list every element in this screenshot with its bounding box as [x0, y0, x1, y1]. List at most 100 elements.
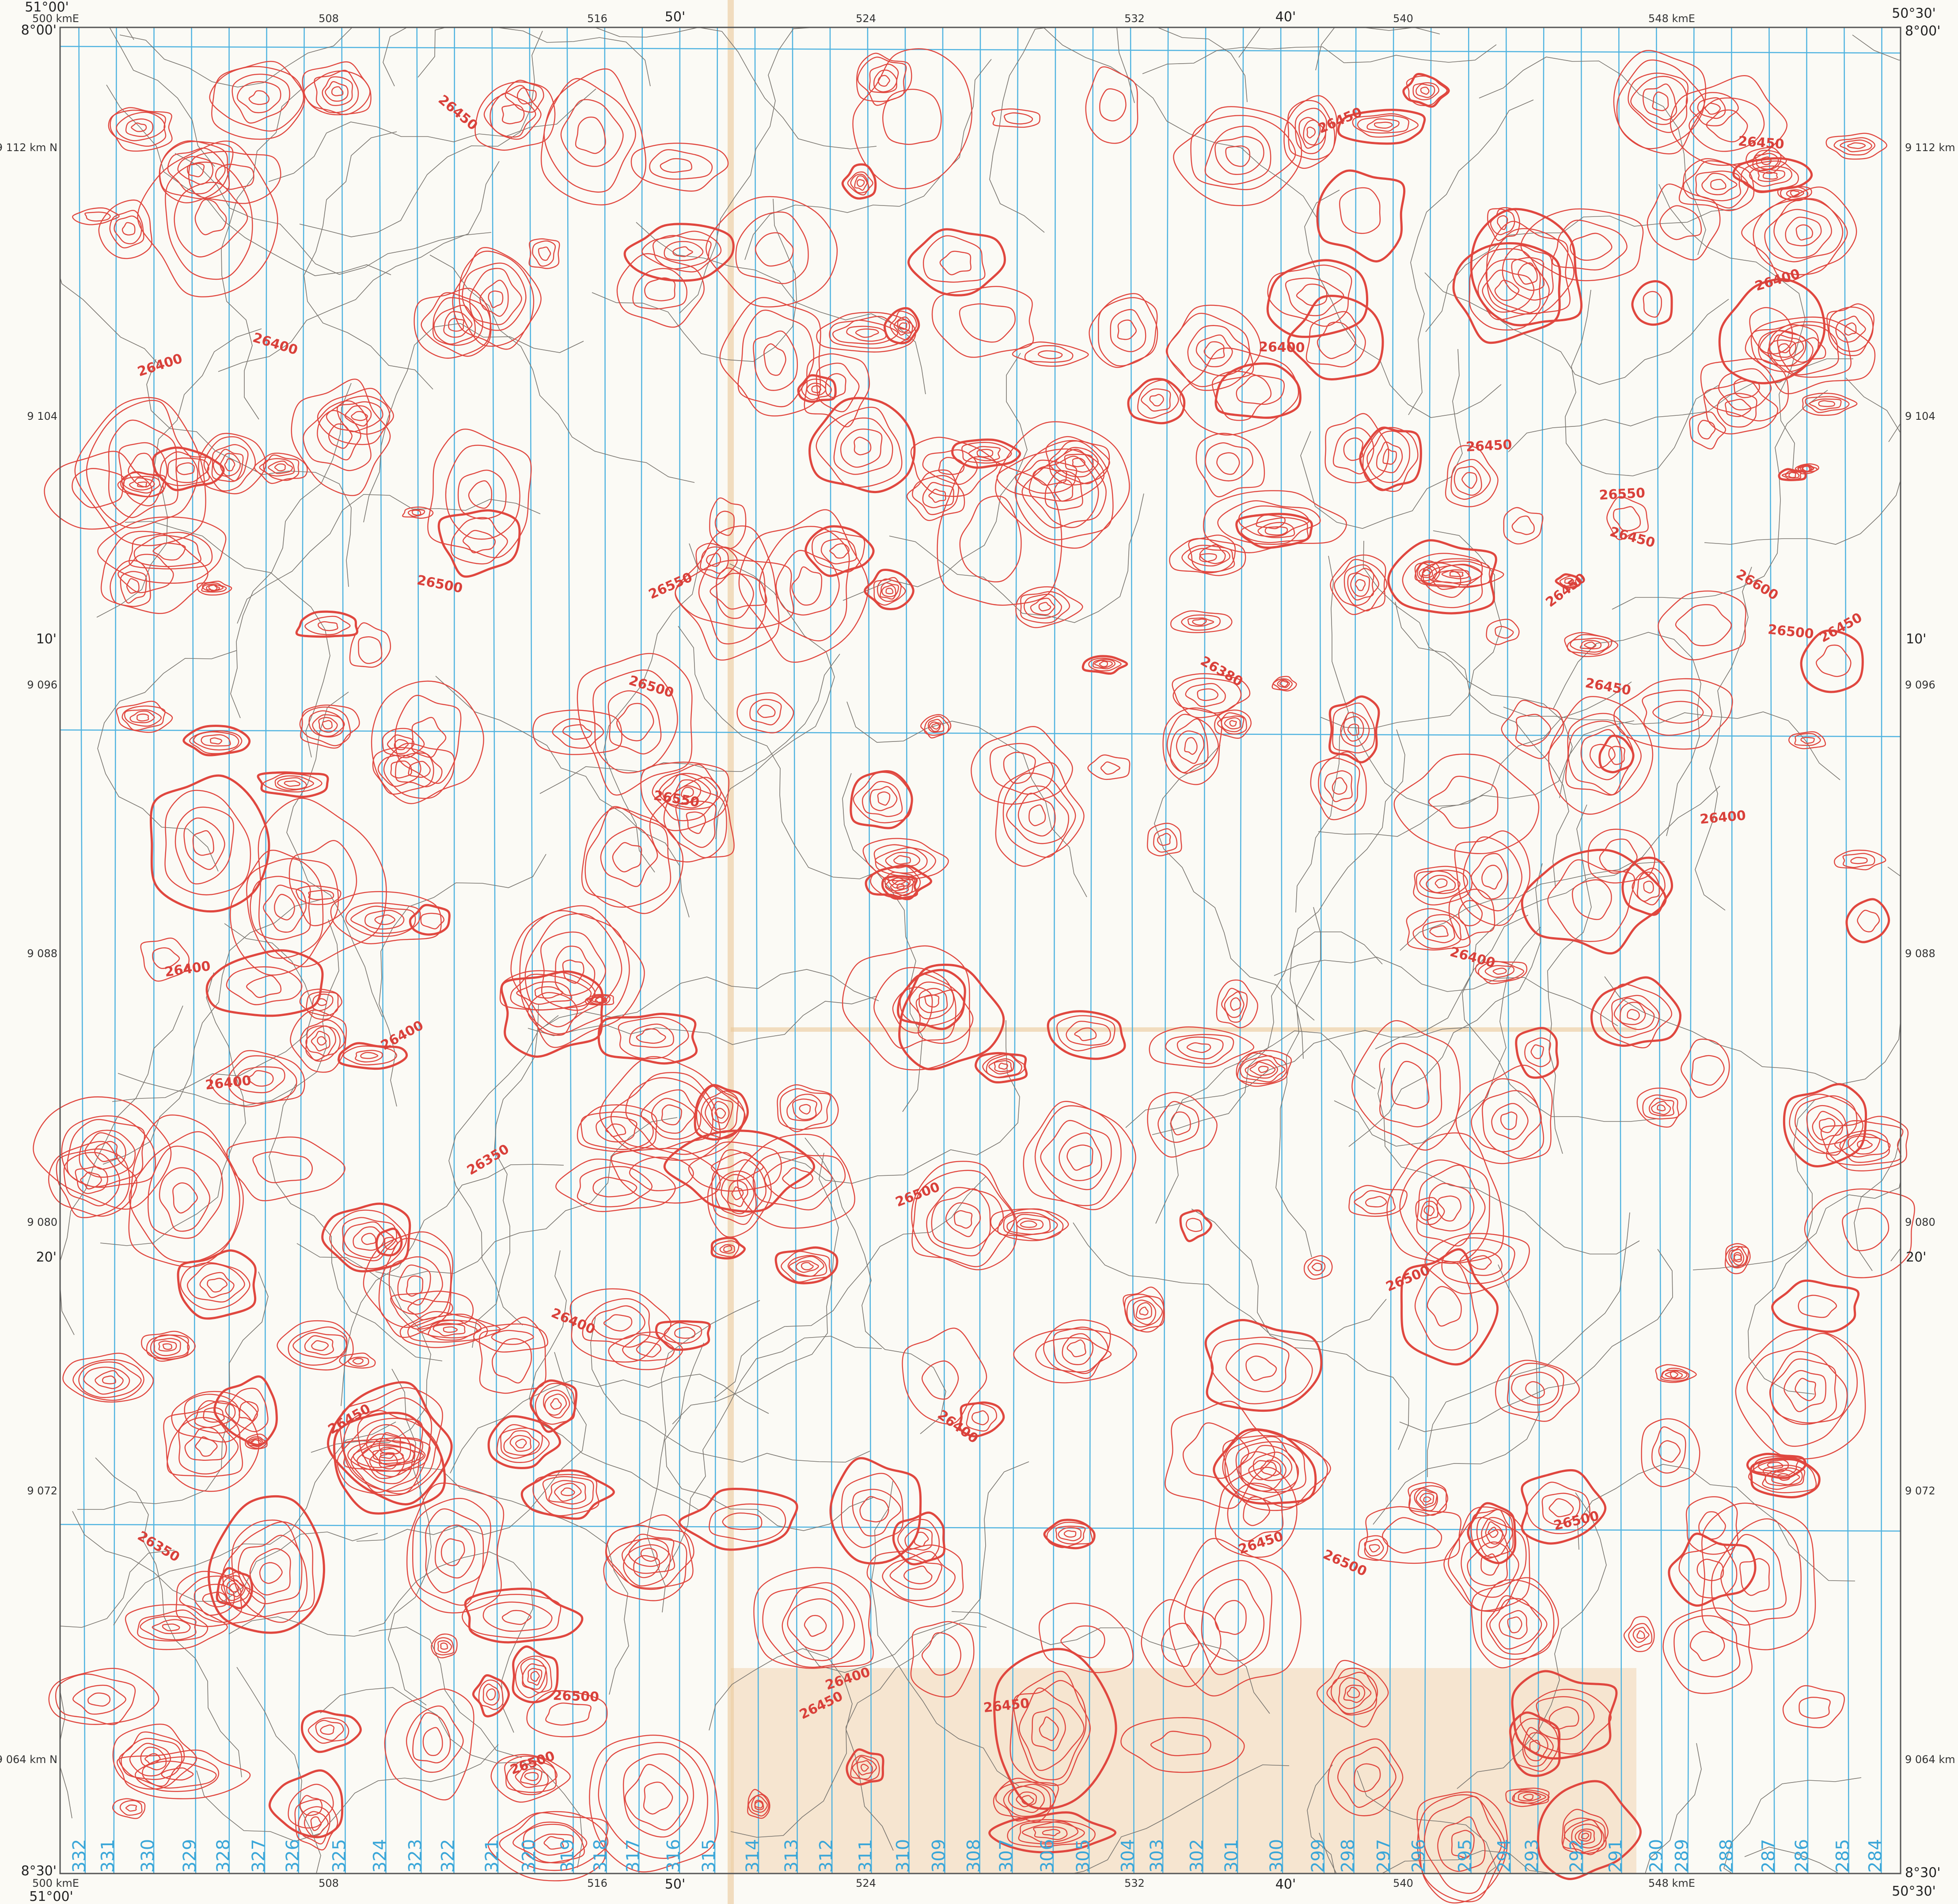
contour — [343, 1221, 395, 1258]
contour — [1386, 1132, 1504, 1264]
contour — [1217, 712, 1247, 735]
contour — [1631, 280, 1673, 326]
contour — [83, 1366, 130, 1395]
flight-line — [1618, 27, 1622, 1874]
topo-line — [744, 59, 992, 260]
contour — [1548, 1498, 1574, 1517]
contour — [1525, 1381, 1545, 1399]
contour — [1337, 1746, 1396, 1808]
contour — [152, 446, 225, 491]
contour — [524, 1772, 539, 1781]
contour — [1354, 1763, 1381, 1792]
contour — [482, 1601, 553, 1632]
contour — [629, 1023, 674, 1048]
contour — [317, 1036, 327, 1046]
contour — [1092, 659, 1116, 669]
contour — [1422, 920, 1455, 943]
flight-line-number: 311 — [855, 1839, 876, 1873]
contour — [142, 1760, 217, 1789]
contour — [1780, 186, 1809, 200]
contour — [1724, 1243, 1751, 1274]
contour — [561, 1487, 575, 1496]
contour — [379, 1452, 398, 1470]
flight-line — [679, 27, 681, 1874]
contour — [1670, 75, 1788, 166]
topo-line — [415, 1467, 629, 1695]
contour — [483, 85, 542, 140]
flight-line — [191, 27, 197, 1874]
contour — [1762, 1464, 1806, 1490]
contour — [380, 1452, 395, 1459]
contour — [1578, 1830, 1592, 1842]
contour — [801, 1262, 814, 1270]
contour — [611, 1148, 721, 1204]
contour — [892, 1511, 946, 1566]
contour — [500, 970, 604, 1058]
topo-line — [1479, 57, 1706, 255]
contour — [926, 1187, 1004, 1257]
flight-line-number: 291 — [1605, 1839, 1626, 1873]
contour — [1520, 208, 1644, 281]
contour — [1668, 1532, 1757, 1607]
topo-line — [1553, 632, 1701, 836]
contour — [1530, 1044, 1544, 1059]
topo-line — [803, 1461, 1029, 1673]
flight-line — [1506, 27, 1511, 1874]
contour — [799, 1104, 811, 1115]
contour — [1512, 1789, 1550, 1805]
contour — [1257, 522, 1295, 538]
contour — [616, 703, 654, 741]
contour — [897, 969, 966, 1030]
contour — [532, 1474, 600, 1516]
contour — [1475, 961, 1528, 984]
contour — [125, 118, 154, 137]
contour — [1520, 1688, 1612, 1755]
contour — [1764, 198, 1844, 262]
contour — [829, 315, 912, 349]
contour — [698, 546, 767, 645]
contour — [1541, 1493, 1581, 1525]
contour — [618, 1017, 689, 1059]
contour — [1745, 316, 1876, 395]
contour — [1497, 215, 1508, 230]
contour — [1461, 472, 1477, 489]
contour — [1511, 1670, 1618, 1760]
contour — [1689, 411, 1727, 450]
contour — [1794, 733, 1821, 746]
contour — [1037, 350, 1063, 359]
contour — [847, 171, 873, 196]
contour — [102, 1375, 116, 1384]
contour — [1042, 1829, 1061, 1836]
contour — [98, 199, 152, 259]
topo-line — [358, 1551, 533, 1733]
contour — [1099, 661, 1108, 668]
contour — [1771, 1469, 1800, 1486]
contour — [705, 1097, 733, 1130]
contour — [1484, 965, 1515, 978]
contour — [1358, 1535, 1389, 1561]
contour — [167, 1411, 243, 1478]
contour — [246, 858, 324, 959]
contour — [959, 1401, 1005, 1437]
contour — [1537, 1780, 1642, 1880]
contour — [577, 1104, 657, 1152]
contour — [1689, 92, 1739, 126]
contour — [72, 1359, 144, 1401]
contour — [128, 452, 155, 488]
corner-lat: 8°30' — [21, 1863, 57, 1879]
contour — [1167, 312, 1254, 388]
contour — [140, 1747, 167, 1771]
topo-line — [102, 899, 321, 1165]
contour — [624, 1763, 688, 1831]
contour — [1689, 97, 1765, 152]
contour — [852, 48, 972, 190]
contour — [516, 87, 537, 105]
contour — [1414, 560, 1441, 584]
contour — [129, 1131, 240, 1263]
contour — [457, 469, 507, 520]
topo-line — [846, 701, 1087, 897]
contour — [1089, 293, 1158, 368]
contour — [857, 179, 865, 187]
contour — [959, 303, 1016, 343]
